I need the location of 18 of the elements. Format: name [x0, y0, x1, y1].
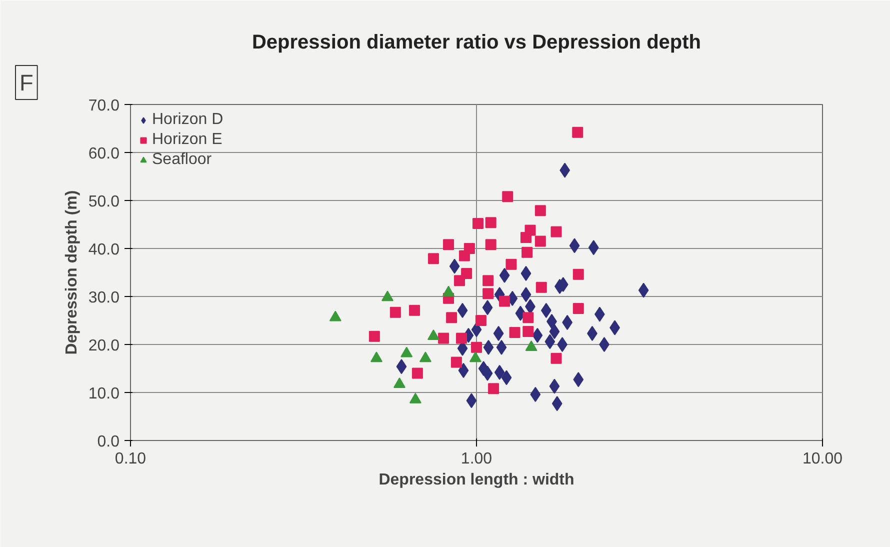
- y-tick-label: 10.0: [88, 386, 120, 402]
- x-tick-label: 1.00: [460, 450, 492, 468]
- legend-label: Horizon E: [152, 131, 222, 149]
- x-tick-label: 10.00: [802, 450, 843, 468]
- y-tick-label: 70.0: [88, 98, 120, 114]
- legend-label: Horizon D: [152, 111, 224, 129]
- text: F: [20, 70, 34, 96]
- y-tick-label: 20.0: [88, 338, 120, 354]
- y-tick-label: 60.0: [88, 146, 120, 162]
- x-tick-label: 0.10: [114, 450, 146, 468]
- legend-label: Seafloor: [152, 151, 212, 169]
- y-tick-label: 0.0: [97, 434, 120, 450]
- x-axis-title: Depression length : width: [378, 472, 574, 488]
- chart-title: Depression diameter ratio vs Depression depth: [252, 32, 702, 54]
- y-tick-label: 50.0: [88, 194, 120, 210]
- y-axis-title: Depression depth (m): [63, 190, 80, 355]
- y-tick-label: 30.0: [88, 290, 120, 306]
- y-tick-label: 40.0: [88, 242, 120, 258]
